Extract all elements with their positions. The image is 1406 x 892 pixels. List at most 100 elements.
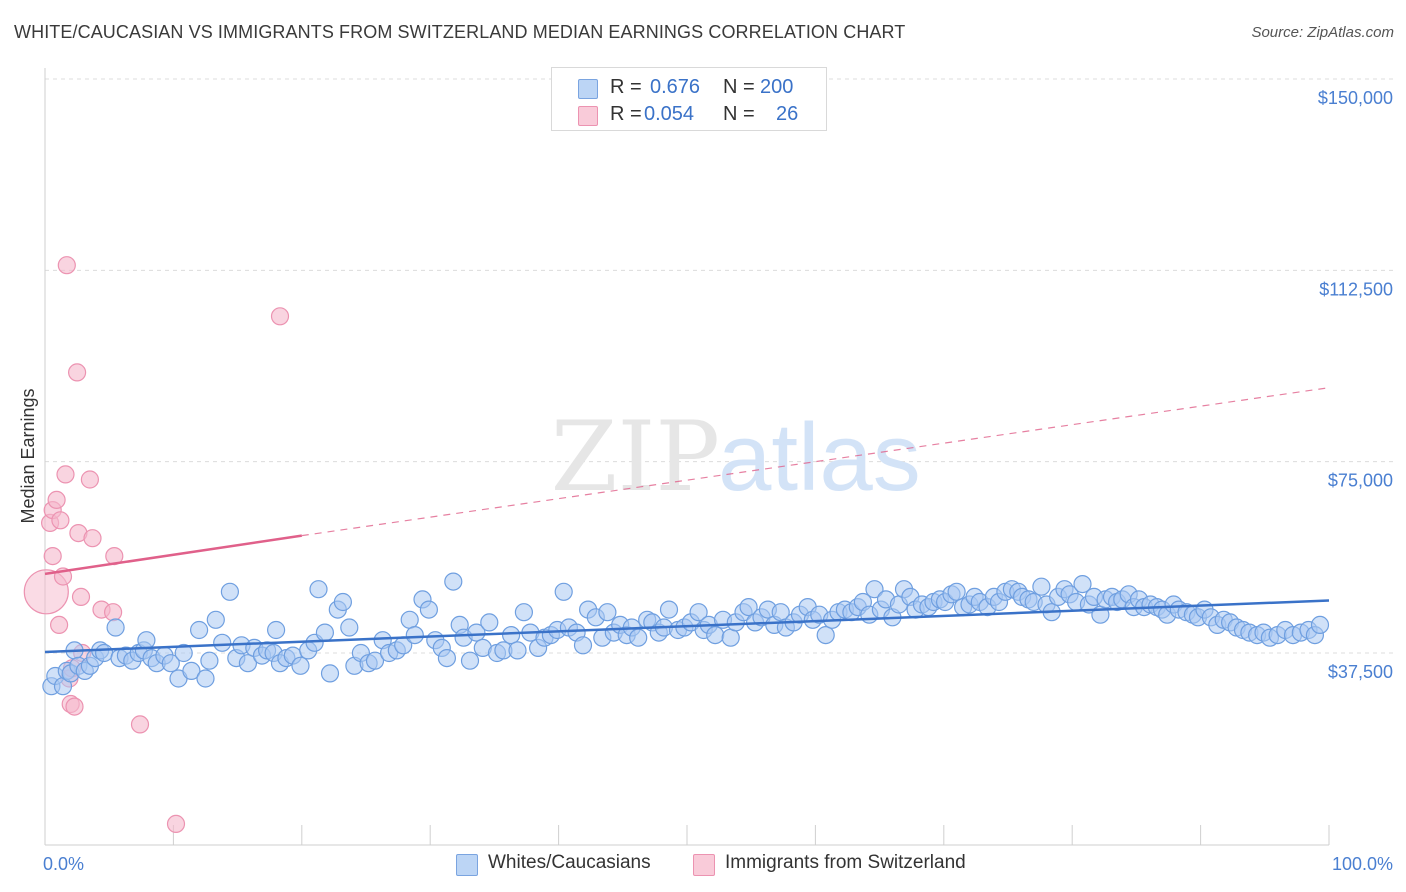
source-label: Source: ZipAtlas.com (1251, 24, 1394, 41)
y-axis-title: Median Earnings (18, 388, 38, 523)
point-whites (502, 625, 521, 645)
point-whites (137, 631, 156, 650)
point-whites (182, 661, 201, 681)
bottom-legend-swatch-blue (456, 854, 478, 876)
legend-n-value: 200 (760, 76, 794, 98)
legend-n-label: N = (723, 103, 755, 125)
point-whites (865, 580, 884, 599)
point-whites (480, 613, 499, 632)
point-whites (365, 651, 385, 670)
trend-lines (44, 387, 1330, 654)
point-immigrants (130, 715, 150, 734)
point-whites (200, 651, 219, 670)
legend-r-label: R = (610, 76, 642, 98)
point-whites (460, 651, 480, 670)
point-immigrants (71, 587, 91, 607)
point-immigrants (103, 603, 123, 622)
point-whites (190, 620, 209, 640)
point-whites (467, 623, 486, 642)
point-immigrants (56, 465, 75, 484)
y-tick-label-2: $112,500 (1319, 279, 1393, 299)
point-whites (721, 628, 740, 647)
watermark: ZIP atlas (551, 401, 921, 513)
point-whites (196, 669, 215, 688)
point-whites (400, 610, 419, 629)
point-immigrants (65, 697, 84, 716)
point-whites (213, 633, 232, 652)
trend-line-immigrants (44, 534, 302, 576)
y-tick-label-3: $150,000 (1318, 88, 1393, 108)
legend-r-value: 0.676 (650, 76, 701, 98)
point-whites (659, 600, 679, 619)
point-whites (1032, 577, 1051, 596)
grid-lines (45, 78, 1395, 654)
point-immigrants (43, 546, 62, 566)
point-whites (689, 603, 708, 622)
point-whites (508, 641, 527, 660)
trend-line-whites (44, 599, 1330, 654)
legend-swatch-pink (578, 106, 598, 126)
y-tick-label-0: $37,500 (1328, 662, 1393, 682)
legend-swatch-blue (578, 79, 598, 99)
point-whites (106, 618, 125, 637)
point-whites (333, 592, 352, 612)
point-immigrants (83, 529, 102, 548)
point-whites (739, 597, 758, 617)
point-whites (554, 582, 573, 601)
point-whites (598, 603, 617, 622)
point-whites (206, 610, 225, 629)
point-immigrants (57, 256, 76, 275)
bottom-legend-swatch-pink (693, 854, 715, 876)
trend-line-immigrants-extrapolated (301, 387, 1330, 537)
point-whites (947, 582, 966, 601)
point-whites (220, 582, 239, 601)
series-whites-points (42, 572, 1330, 696)
point-whites (405, 625, 424, 645)
point-immigrants (51, 511, 70, 530)
bottom-legend-label-immigrants: Immigrants from Switzerland (725, 852, 966, 873)
point-whites (291, 656, 310, 675)
point-whites (816, 625, 835, 645)
point-whites (94, 643, 114, 663)
point-whites (315, 623, 334, 642)
point-whites (444, 572, 463, 591)
point-whites (309, 580, 328, 599)
point-whites (1073, 574, 1092, 594)
legend-r-value: 0.054 (644, 103, 695, 125)
point-whites (514, 603, 534, 622)
point-whites (320, 664, 340, 683)
point-whites (573, 636, 593, 655)
tick-labels: $37,500 $75,000 $112,500 $150,000 0.0% 100.0% (43, 88, 1393, 874)
x-tick-label-0: 0.0% (43, 854, 84, 874)
bottom-legend-label-whites: Whites/Caucasians (488, 852, 651, 873)
correlation-legend: R = 0.676 N = 200 R = 0.054 N = 26 (551, 67, 827, 131)
point-whites (340, 618, 359, 637)
point-whites (1310, 615, 1330, 635)
legend-n-label: N = (723, 76, 755, 98)
chart-title: WHITE/CAUCASIAN VS IMMIGRANTS FROM SWITZ… (14, 22, 906, 42)
point-whites (629, 628, 648, 647)
watermark-atlas: atlas (718, 404, 921, 511)
point-whites (238, 654, 257, 673)
watermark-zip: ZIP (551, 401, 720, 513)
point-immigrants (80, 470, 100, 489)
point-immigrants (47, 490, 66, 509)
point-immigrants (166, 814, 186, 834)
point-immigrants (270, 307, 290, 326)
point-whites (161, 654, 180, 673)
point-immigrants (67, 363, 87, 382)
x-tick-label-1: 100.0% (1332, 854, 1393, 874)
point-whites (267, 620, 286, 640)
legend-r-label: R = (610, 103, 642, 125)
legend-row-immigrants: R = 0.054 N = 26 (552, 103, 826, 129)
point-immigrants (49, 615, 69, 635)
axes (44, 68, 1330, 846)
y-tick-label-1: $75,000 (1328, 471, 1393, 491)
point-whites (174, 643, 193, 663)
legend-row-whites: R = 0.676 N = 200 (552, 76, 826, 102)
legend-n-value: 26 (776, 103, 799, 125)
point-whites (706, 625, 725, 645)
point-whites (437, 648, 456, 668)
point-whites (419, 600, 438, 619)
